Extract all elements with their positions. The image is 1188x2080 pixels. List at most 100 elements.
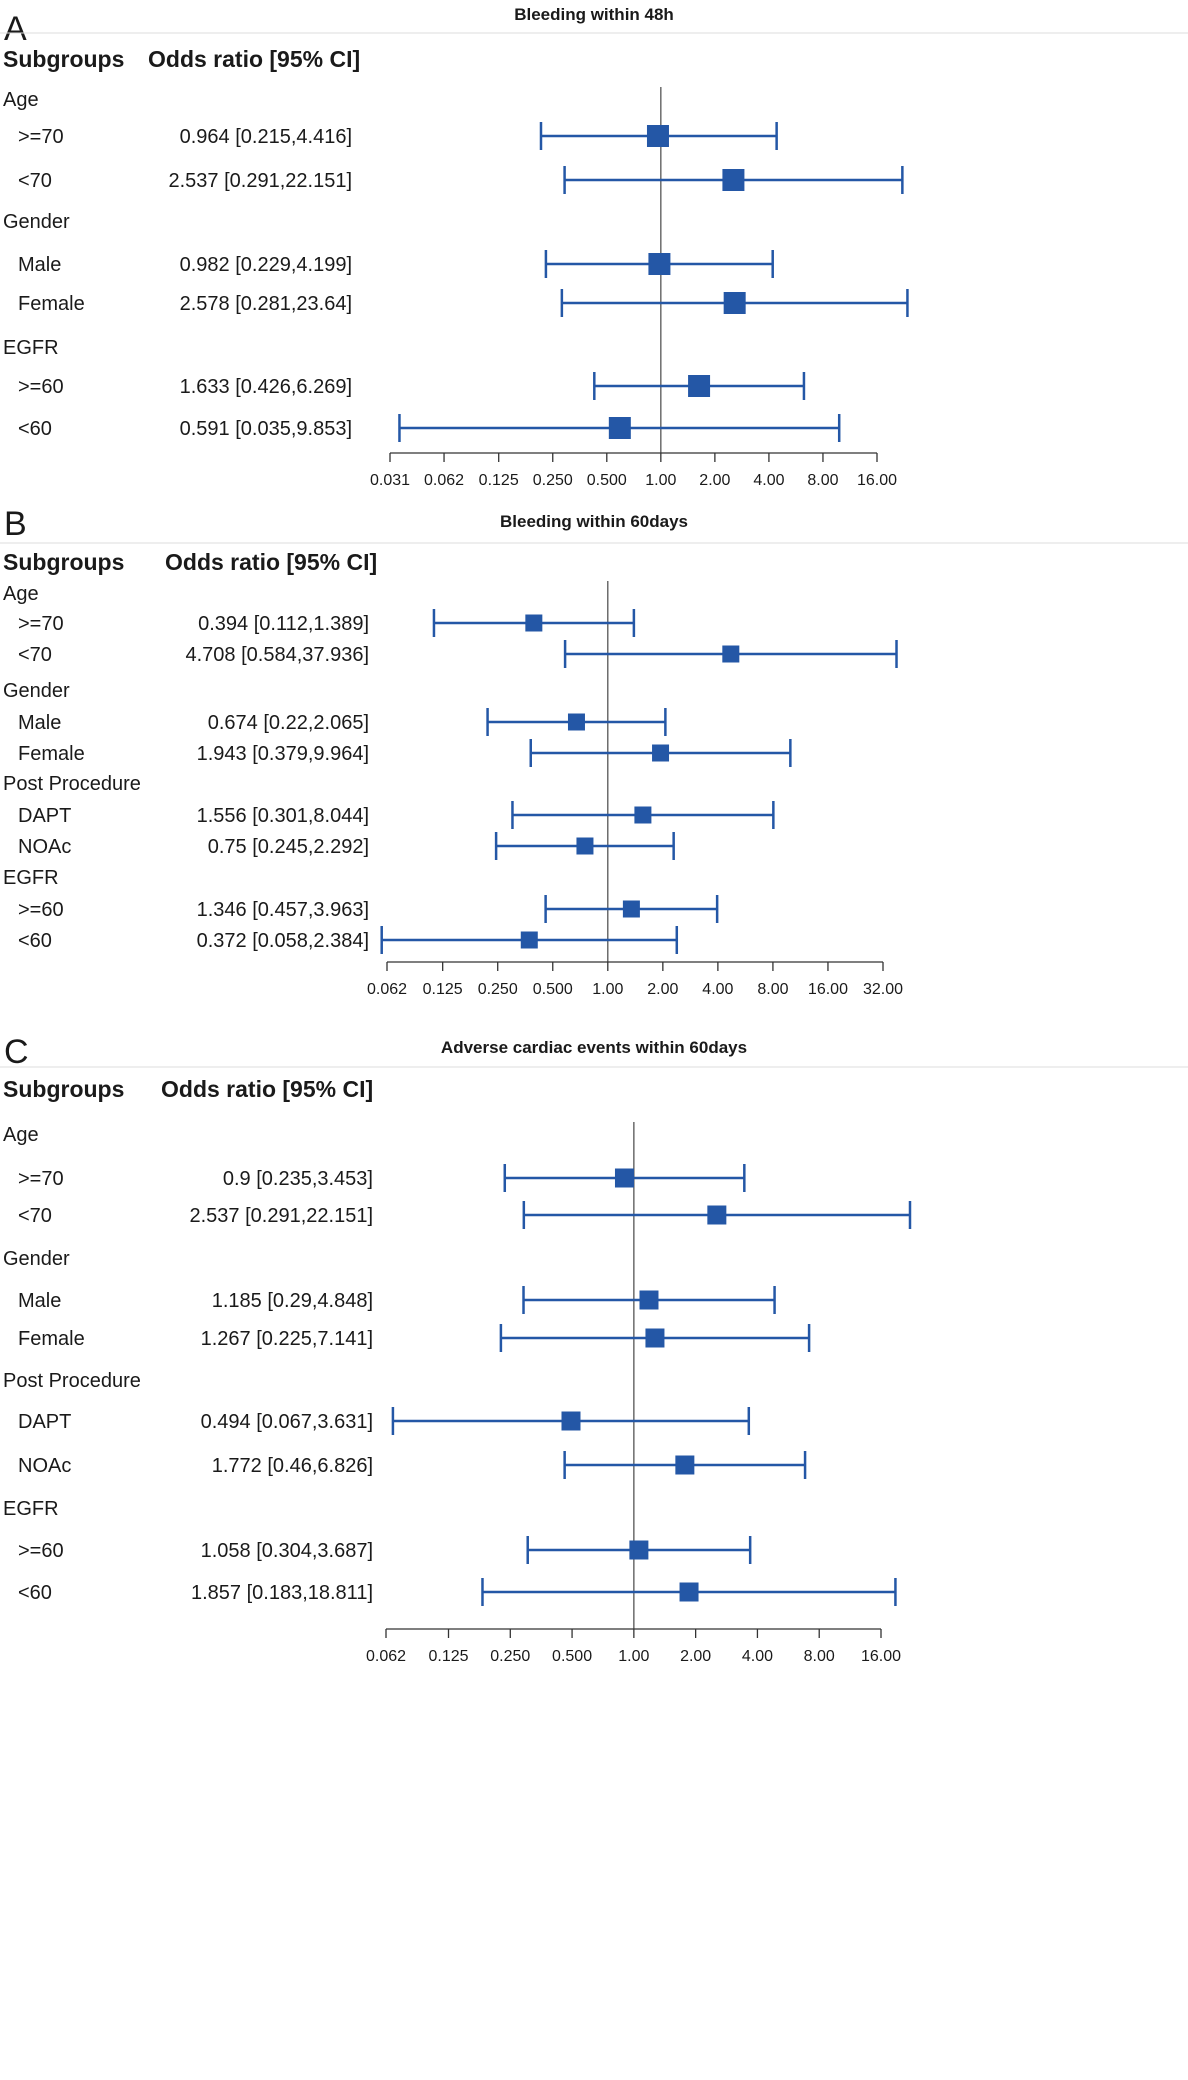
subgroup-label: >=70: [18, 1168, 64, 1190]
panel-title: Adverse cardiac events within 60days: [441, 1038, 747, 1057]
odds-ratio-marker: [525, 614, 543, 632]
odds-ratio-value: 1.267 [0.225,7.141]: [201, 1328, 373, 1350]
forest-panel-c: C Adverse cardiac events within 60days Sub…: [0, 1033, 1188, 1665]
subgroup-label: <70: [18, 644, 52, 666]
x-tick-label: 0.250: [478, 981, 518, 998]
forest-panel-a: A Bleeding within 48h Subgroups Odds ratio …: [0, 5, 1188, 489]
x-tick-label: 0.125: [428, 1648, 468, 1665]
odds-ratio-value: 1.185 [0.29,4.848]: [212, 1290, 373, 1312]
odds-ratio-value: 1.772 [0.46,6.826]: [212, 1455, 373, 1477]
x-tick-label: 8.00: [757, 981, 788, 998]
x-tick-label: 4.00: [742, 1648, 773, 1665]
subgroup-heading: Age: [3, 89, 39, 111]
subgroup-label: <60: [18, 1582, 52, 1604]
odds-ratio-value: 0.982 [0.229,4.199]: [180, 254, 352, 276]
odds-ratio-marker: [614, 1168, 634, 1188]
odds-ratio-marker: [622, 900, 640, 918]
subgroups-header: Subgroups: [3, 46, 124, 72]
subgroup-label: <60: [18, 418, 52, 440]
odds-ratio-header: Odds ratio [95% CI]: [148, 46, 360, 72]
odds-ratio-marker: [688, 375, 711, 397]
x-tick-label: 0.500: [587, 472, 627, 489]
odds-ratio-marker: [645, 1328, 665, 1348]
odds-ratio-value: 1.346 [0.457,3.963]: [197, 899, 369, 921]
x-tick-label: 32.00: [863, 981, 903, 998]
x-tick-label: 0.250: [533, 472, 573, 489]
subgroup-heading: Post Procedure: [3, 773, 141, 795]
x-tick-label: 0.031: [370, 472, 410, 489]
x-tick-label: 2.00: [699, 472, 730, 489]
x-tick-label: 2.00: [647, 981, 678, 998]
odds-ratio-marker: [675, 1455, 695, 1475]
subgroup-label: >=60: [18, 1540, 64, 1562]
x-tick-label: 4.00: [753, 472, 784, 489]
odds-ratio-value: 1.633 [0.426,6.269]: [180, 376, 352, 398]
odds-ratio-value: 1.943 [0.379,9.964]: [197, 743, 369, 765]
panel-letter: A: [4, 10, 27, 48]
odds-ratio-marker: [722, 169, 745, 191]
subgroup-heading: Gender: [3, 1248, 70, 1270]
odds-ratio-marker: [629, 1540, 649, 1560]
subgroups-header: Subgroups: [3, 549, 124, 575]
subgroup-label: >=70: [18, 613, 64, 635]
subgroup-label: Female: [18, 1328, 85, 1350]
forest-panel-b: B Bleeding within 60days Subgroups Odds rat…: [0, 505, 1188, 998]
x-tick-label: 0.125: [423, 981, 463, 998]
x-tick-label: 16.00: [861, 1648, 901, 1665]
odds-ratio-value: 1.556 [0.301,8.044]: [197, 805, 369, 827]
odds-ratio-value: 0.591 [0.035,9.853]: [180, 418, 352, 440]
odds-ratio-marker: [639, 1290, 659, 1310]
odds-ratio-value: 0.964 [0.215,4.416]: [180, 126, 352, 148]
odds-ratio-marker: [561, 1411, 581, 1431]
subgroup-heading: EGFR: [3, 867, 59, 889]
x-tick-label: 8.00: [807, 472, 838, 489]
subgroup-label: <70: [18, 1205, 52, 1227]
x-tick-label: 0.062: [367, 981, 407, 998]
x-tick-label: 0.250: [490, 1648, 530, 1665]
odds-ratio-marker: [520, 931, 538, 949]
subgroup-label: >=60: [18, 376, 64, 398]
x-tick-label: 0.062: [366, 1648, 406, 1665]
odds-ratio-marker: [707, 1205, 727, 1225]
odds-ratio-marker: [723, 292, 746, 314]
subgroup-label: Male: [18, 1290, 61, 1312]
subgroups-header: Subgroups: [3, 1076, 124, 1102]
subgroup-label: >=60: [18, 899, 64, 921]
odds-ratio-value: 4.708 [0.584,37.936]: [186, 644, 370, 666]
odds-ratio-value: 1.058 [0.304,3.687]: [201, 1540, 373, 1562]
subgroup-label: Female: [18, 743, 85, 765]
x-tick-label: 2.00: [680, 1648, 711, 1665]
subgroup-heading: Age: [3, 583, 39, 605]
odds-ratio-value: 2.578 [0.281,23.64]: [180, 293, 352, 315]
odds-ratio-marker: [576, 837, 594, 855]
x-tick-label: 8.00: [804, 1648, 835, 1665]
odds-ratio-marker: [652, 744, 670, 762]
x-tick-label: 16.00: [808, 981, 848, 998]
x-tick-label: 1.00: [592, 981, 623, 998]
odds-ratio-value: 0.9 [0.235,3.453]: [223, 1168, 373, 1190]
x-tick-label: 0.125: [479, 472, 519, 489]
odds-ratio-marker: [722, 645, 740, 663]
panel-letter: B: [4, 505, 27, 543]
subgroup-label: DAPT: [18, 1411, 71, 1433]
subgroup-heading: Gender: [3, 211, 70, 233]
subgroup-label: DAPT: [18, 805, 71, 827]
panel-letter: C: [4, 1033, 29, 1071]
x-tick-label: 4.00: [702, 981, 733, 998]
odds-ratio-marker: [567, 713, 585, 731]
subgroup-heading: EGFR: [3, 337, 59, 359]
odds-ratio-value: 0.75 [0.245,2.292]: [208, 836, 369, 858]
odds-ratio-marker: [608, 417, 631, 439]
subgroup-label: NOAc: [18, 836, 71, 858]
odds-ratio-value: 0.372 [0.058,2.384]: [197, 930, 369, 952]
subgroup-label: Male: [18, 712, 61, 734]
odds-ratio-value: 2.537 [0.291,22.151]: [169, 170, 353, 192]
x-tick-label: 0.500: [533, 981, 573, 998]
odds-ratio-marker: [634, 806, 652, 824]
odds-ratio-marker: [646, 125, 669, 147]
subgroup-label: <70: [18, 170, 52, 192]
odds-ratio-value: 1.857 [0.183,18.811]: [191, 1582, 373, 1604]
subgroup-label: Male: [18, 254, 61, 276]
odds-ratio-header: Odds ratio [95% CI]: [165, 549, 377, 575]
